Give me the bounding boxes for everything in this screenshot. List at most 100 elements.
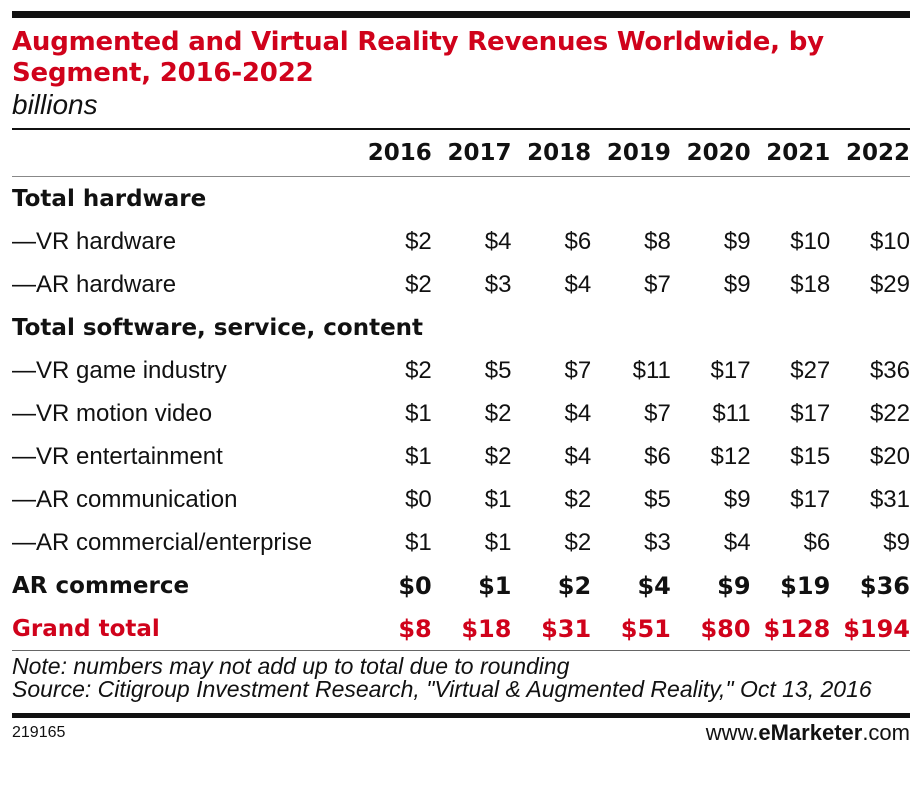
row-label: —VR entertainment — [12, 442, 223, 470]
chart-container: Augmented and Virtual Reality Revenues W… — [12, 0, 910, 748]
cell-value: $1 — [484, 528, 512, 556]
cell-value: $31 — [541, 614, 592, 643]
cell-value: $1 — [405, 399, 432, 427]
row-label: —AR commercial/enterprise — [12, 528, 313, 556]
cell-value: $194 — [843, 614, 910, 643]
cell-value: $0 — [398, 571, 432, 600]
table-header-blank — [12, 130, 352, 177]
brand-logo: www.eMarketer.com — [706, 720, 910, 746]
cell-value: $5 — [644, 485, 671, 513]
cell-value: $7 — [564, 356, 592, 384]
cell-value: $36 — [869, 356, 910, 384]
cell-value: $11 — [712, 399, 751, 427]
cell-value: $2 — [484, 399, 512, 427]
cell-value: $18 — [461, 614, 512, 643]
cell-value: $20 — [869, 442, 910, 470]
cell-value: $4 — [564, 442, 592, 470]
cell-value: $29 — [869, 270, 910, 298]
cell-value: $10 — [869, 227, 910, 255]
cell-value: $17 — [710, 356, 751, 384]
cell-value: $1 — [405, 442, 432, 470]
cell-value: $1 — [405, 528, 432, 556]
cell-value: $36 — [859, 571, 910, 600]
cell-value: $2 — [557, 571, 592, 600]
chart-subtitle: billions — [12, 89, 98, 120]
cell-value: $2 — [484, 442, 512, 470]
row-label: Grand total — [12, 615, 160, 642]
row-label: —VR motion video — [12, 399, 213, 427]
row-label: —VR hardware — [12, 227, 177, 255]
cell-value: $4 — [637, 571, 671, 600]
cell-value: $128 — [763, 614, 831, 643]
table-row: —AR hardware $2 $3 $4 $7 $9 $18 $29 — [12, 263, 910, 306]
cell-value: $17 — [790, 399, 831, 427]
cell-value: $4 — [723, 528, 751, 556]
table-body: Total hardware —VR hardware $2 $4 $6 $8 $9 $10 $… — [12, 176, 910, 651]
column-header-2020: 2020 — [686, 140, 751, 166]
brand-prefix: www. — [705, 720, 759, 745]
note-source: Source: Citigroup Investment Research, "… — [12, 676, 872, 702]
brand-name: eMarketer — [758, 720, 863, 745]
row-label: Total hardware — [12, 176, 910, 220]
cell-value: $2 — [405, 227, 432, 255]
row-label: Total software, service, content — [12, 314, 424, 341]
cell-value: $80 — [700, 614, 751, 643]
column-header-2022: 2022 — [845, 140, 910, 166]
cell-value: $9 — [723, 227, 751, 255]
column-header-2018: 2018 — [527, 140, 592, 166]
cell-value: $27 — [790, 356, 831, 384]
column-header-2021: 2021 — [766, 140, 831, 166]
cell-value: $8 — [644, 227, 671, 255]
cell-value: $12 — [710, 442, 751, 470]
column-header-2017: 2017 — [447, 140, 512, 166]
table-header-row: 2016 2017 2018 2019 2020 2021 2022 — [12, 130, 910, 177]
cell-value: $1 — [478, 571, 512, 600]
cell-value: $1 — [484, 485, 512, 513]
cell-value: $51 — [620, 614, 671, 643]
cell-value: $19 — [780, 571, 831, 600]
cell-value: $6 — [803, 528, 831, 556]
notes: Note: numbers may not add up to total du… — [12, 655, 910, 701]
cell-value: $9 — [723, 270, 751, 298]
cell-value: $2 — [564, 528, 592, 556]
cell-value: $31 — [869, 485, 910, 513]
bottom-rule — [12, 713, 910, 718]
table-row: —VR motion video $1 $2 $4 $7 $11 $17 $22 — [12, 392, 910, 435]
cell-value: $15 — [790, 442, 831, 470]
row-label: AR commerce — [12, 572, 190, 599]
table-row: —VR hardware $2 $4 $6 $8 $9 $10 $10 — [12, 220, 910, 263]
chart-title: Augmented and Virtual Reality Revenues W… — [12, 27, 824, 88]
cell-value: $6 — [644, 442, 671, 470]
cell-value: $18 — [790, 270, 831, 298]
row-label: —VR game industry — [12, 356, 227, 384]
cell-value: $7 — [644, 399, 671, 427]
column-header-2019: 2019 — [606, 140, 671, 166]
row-label: —AR communication — [12, 485, 238, 513]
top-rule — [12, 11, 910, 18]
footer-rule — [12, 650, 910, 651]
cell-value: $17 — [790, 485, 831, 513]
cell-value: $2 — [405, 270, 432, 298]
cell-value: $9 — [717, 571, 751, 600]
footer: 219165 www.eMarketer.com — [12, 718, 910, 748]
cell-value: $4 — [484, 227, 512, 255]
cell-value: $2 — [405, 356, 432, 384]
brand-suffix: .com — [862, 720, 910, 745]
cell-value: $6 — [564, 227, 592, 255]
cell-value: $3 — [484, 270, 512, 298]
column-header-2016: 2016 — [367, 140, 432, 166]
cell-value: $7 — [644, 270, 671, 298]
row-label: —AR hardware — [12, 270, 177, 298]
table-row: AR commerce $0 $1 $2 $4 $9 $19 $36 — [12, 564, 910, 607]
cell-value: $4 — [564, 399, 592, 427]
table-row: —AR commercial/enterprise $1 $1 $2 $3 $4 $6 $9 — [12, 521, 910, 564]
section-row: Total software, service, content — [12, 306, 910, 349]
table-row: —AR communication $0 $1 $2 $5 $9 $17 $31 — [12, 478, 910, 521]
cell-value: $22 — [869, 399, 910, 427]
cell-value: $3 — [644, 528, 671, 556]
table-row: —VR entertainment $1 $2 $4 $6 $12 $15 $20 — [12, 435, 910, 478]
grand-total-row: Grand total $8 $18 $31 $51 $80 $128 $194 — [12, 607, 910, 650]
cell-value: $9 — [883, 528, 910, 556]
cell-value: $4 — [564, 270, 592, 298]
cell-value: $10 — [790, 227, 831, 255]
